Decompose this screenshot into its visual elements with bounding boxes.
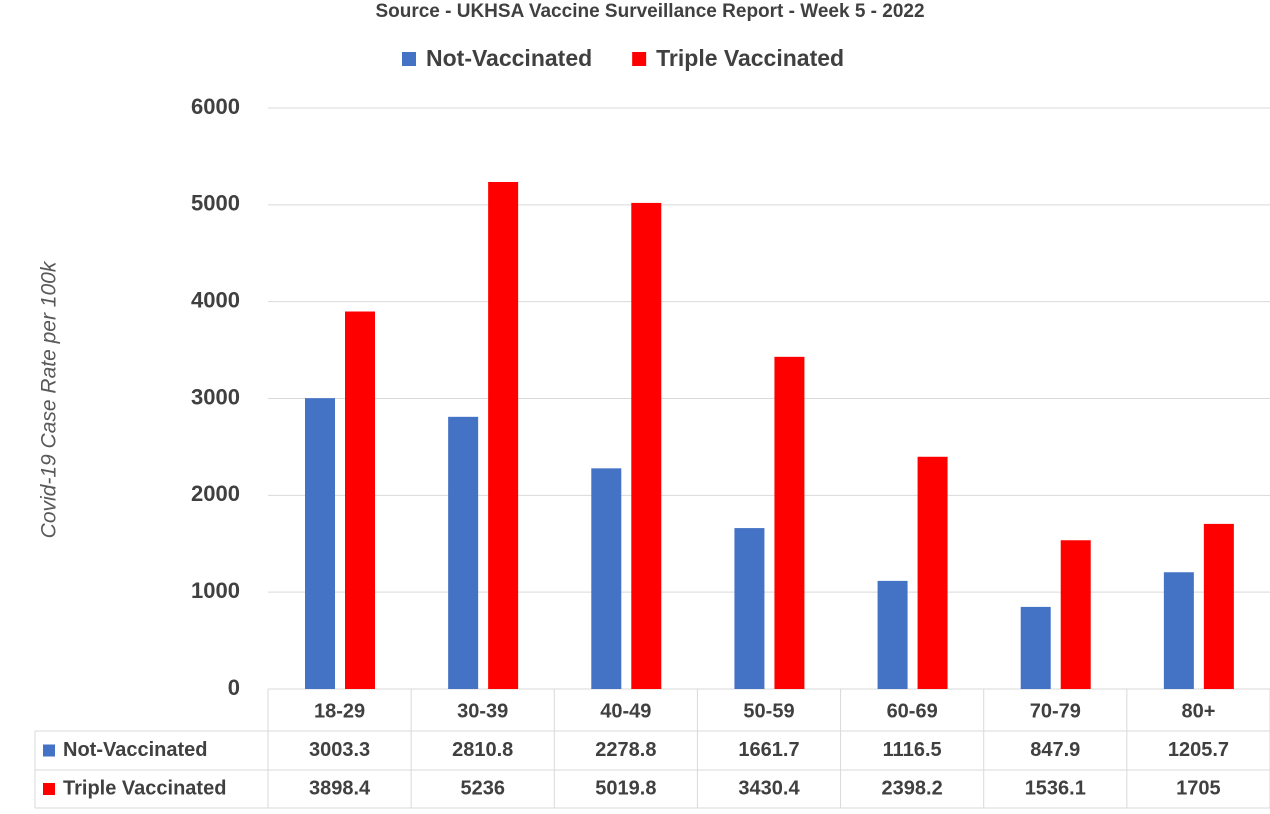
bar: [1163, 572, 1194, 689]
x-tick-label: 50-59: [743, 700, 794, 722]
table-value: 5019.8: [595, 777, 656, 799]
legend-swatch: [402, 52, 416, 66]
bar: [734, 528, 765, 689]
table-row-label: Not-Vaccinated: [63, 739, 207, 761]
y-tick-label: 4000: [191, 287, 240, 312]
bar: [448, 416, 479, 689]
y-tick-label: 2000: [191, 481, 240, 506]
y-tick-label: 0: [228, 675, 240, 700]
table-value: 1205.7: [1168, 739, 1229, 761]
x-tick-label: 70-79: [1030, 700, 1081, 722]
y-tick-label: 1000: [191, 578, 240, 603]
bar: [345, 311, 375, 689]
table-row-label: Triple Vaccinated: [63, 777, 226, 799]
legend-label: Not-Vaccinated: [426, 45, 592, 71]
y-axis-label: Covid-19 Case Rate per 100k: [38, 260, 61, 538]
x-tick-label: 60-69: [887, 700, 938, 722]
table-value: 1536.1: [1025, 777, 1086, 799]
bar: [1203, 523, 1234, 689]
table-swatch: [43, 744, 55, 757]
bar: [1060, 540, 1091, 689]
bar: [1020, 606, 1051, 689]
bar: [774, 356, 805, 689]
bar: [305, 398, 335, 689]
bar: [591, 468, 622, 689]
table-value: 3898.4: [309, 777, 371, 799]
x-tick-label: 30-39: [457, 700, 508, 722]
table-value: 5236: [460, 777, 505, 799]
table-value: 3430.4: [738, 777, 800, 799]
legend-swatch: [632, 52, 647, 66]
table-value: 2278.8: [595, 739, 656, 761]
legend-label: Triple Vaccinated: [656, 45, 844, 71]
table-swatch: [43, 783, 55, 795]
bar: [488, 181, 519, 690]
x-tick-label: 80+: [1181, 700, 1215, 722]
table-value: 1661.7: [738, 739, 799, 761]
table-value: 1116.5: [883, 739, 942, 761]
table-value: 3003.3: [309, 739, 370, 761]
x-tick-label: 40-49: [600, 700, 651, 722]
table-value: 847.9: [1030, 739, 1080, 761]
bar: [631, 202, 662, 690]
y-tick-label: 5000: [191, 191, 240, 216]
table-value: 1705: [1176, 777, 1221, 799]
x-tick-label: 18-29: [314, 700, 365, 722]
table-value: 2398.2: [882, 777, 943, 799]
chart-title: Source - UKHSA Vaccine Surveillance Repo…: [375, 1, 924, 22]
y-tick-label: 3000: [191, 384, 240, 409]
table-value: 2810.8: [452, 739, 513, 761]
bar: [917, 456, 948, 689]
bar: [877, 580, 908, 689]
y-tick-label: 6000: [191, 94, 240, 119]
